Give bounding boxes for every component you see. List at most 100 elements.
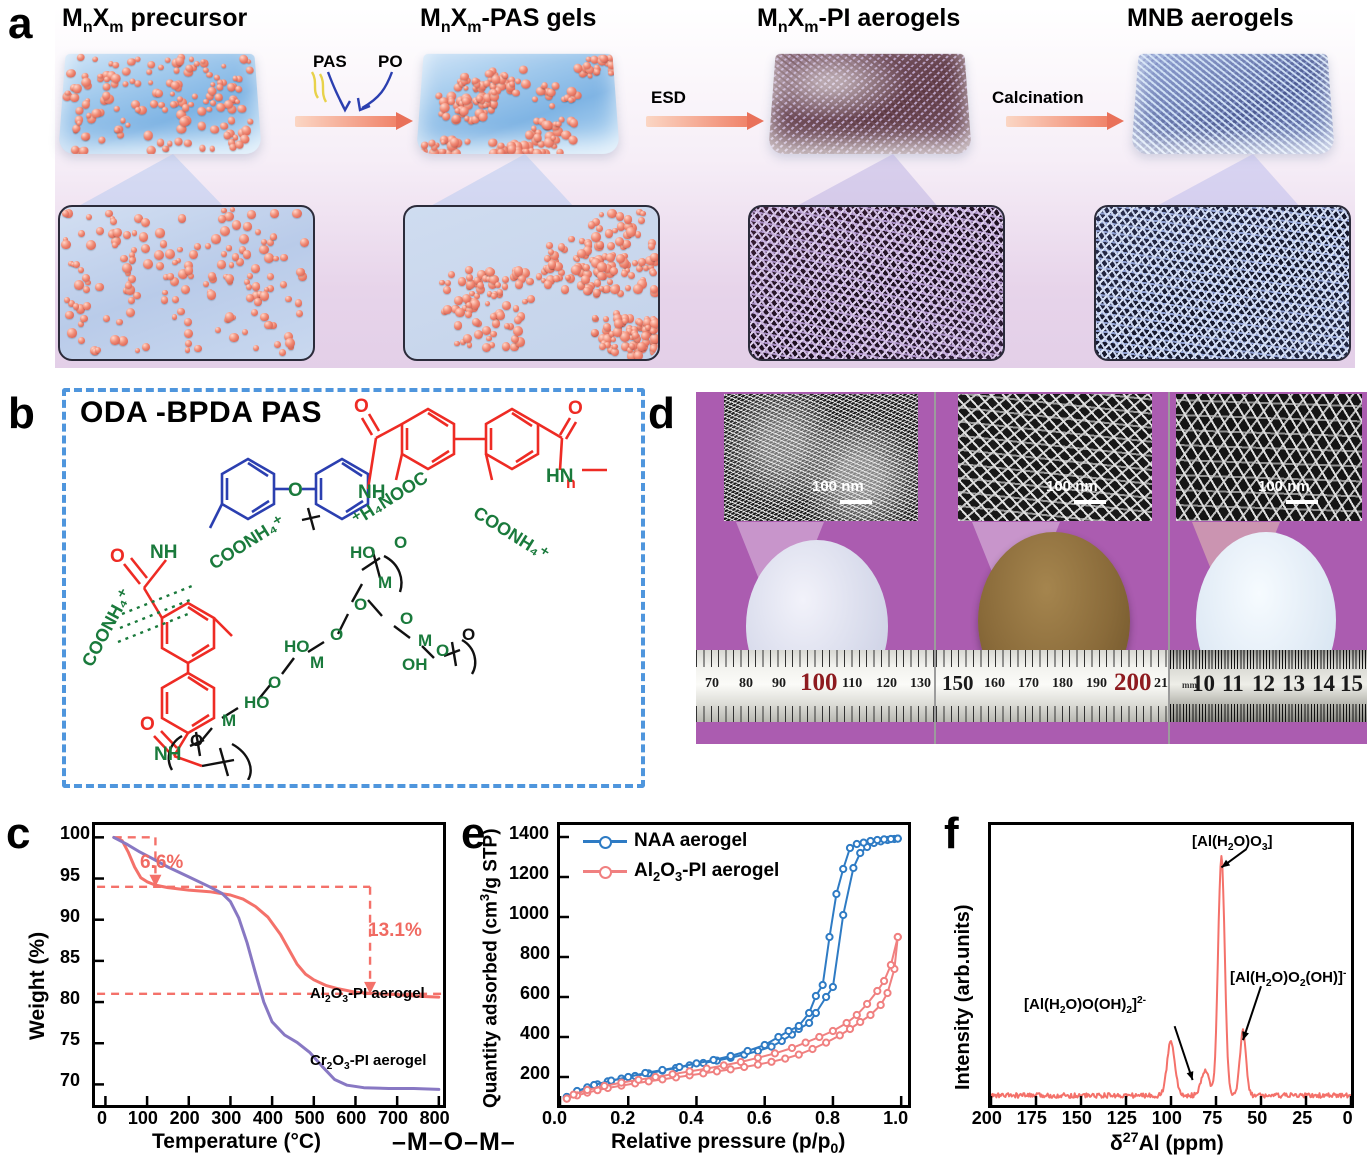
particle-dot	[490, 330, 497, 338]
particle-dot	[223, 131, 232, 140]
panel-d-ruler-1: 70 80 90 100 110 120 130	[696, 650, 934, 722]
particle-dot	[232, 75, 239, 81]
particle-dot	[602, 253, 609, 260]
particle-dot	[616, 289, 624, 297]
particle-dot	[238, 246, 247, 254]
panel-e-legend-item-naa[interactable]: NAA aerogel	[583, 830, 747, 852]
particle-dot	[70, 93, 80, 102]
particle-dot	[614, 236, 624, 246]
svg-text:O: O	[110, 546, 125, 567]
particle-dot	[573, 63, 583, 73]
particle-dot	[138, 232, 149, 242]
particle-dot	[465, 305, 474, 314]
particle-dot	[477, 269, 486, 279]
particle-dot	[459, 338, 466, 346]
particle-dot	[105, 209, 113, 218]
ruler3-num-14: 14	[1312, 671, 1335, 696]
particle-dot	[208, 272, 217, 281]
particle-dot	[273, 255, 279, 262]
particle-dot	[645, 255, 655, 266]
panel-a-cube-mnb-aerogel	[1131, 38, 1335, 158]
particle-dot	[552, 274, 561, 283]
ruler3-num-10: 10	[1192, 671, 1215, 696]
ruler3-unit: mm	[1182, 680, 1197, 690]
particle-dot	[178, 116, 190, 127]
particle-dot	[167, 273, 174, 280]
particle-dot	[172, 314, 178, 320]
particle-dot	[270, 234, 277, 241]
particle-dot	[295, 299, 303, 307]
particle-dot	[613, 310, 621, 318]
particle-dot	[491, 293, 498, 299]
particle-dot	[645, 324, 651, 331]
particle-dot	[224, 273, 235, 284]
particle-dot	[91, 108, 102, 118]
particle-dot	[466, 280, 476, 290]
particle-dot	[568, 135, 578, 146]
particle-dot	[627, 351, 637, 359]
particle-dot	[119, 254, 128, 263]
particle-dot	[80, 314, 88, 323]
particle-dot	[81, 100, 90, 109]
particle-dot	[485, 70, 494, 78]
panel-b-dashed-border	[62, 388, 645, 788]
ruler2-num-180: 180	[1052, 676, 1073, 691]
particle-dot	[475, 284, 486, 295]
particle-dot	[439, 103, 450, 113]
panel-d-photo-3: 100 nm mm 10 11 12 13 14 15	[1170, 392, 1367, 744]
particle-dot	[610, 336, 617, 342]
particle-dot	[575, 256, 581, 263]
particle-dot	[183, 318, 192, 327]
particle-dot	[101, 91, 111, 100]
particle-dot	[193, 61, 200, 67]
panel-d-sem-inset-1: 100 nm	[724, 394, 918, 521]
ruler1-num-120: 120	[876, 676, 897, 691]
panel-c-xtick-200: 200	[169, 1108, 200, 1128]
panel-a-reagent-arrows	[310, 71, 394, 113]
particle-dot	[78, 230, 86, 238]
particle-dot	[531, 95, 539, 103]
particle-dot	[188, 101, 195, 108]
particle-dot	[504, 322, 511, 330]
particle-dot	[447, 98, 455, 105]
particle-dot	[591, 329, 598, 337]
particle-dot	[602, 315, 609, 322]
panel-e-ytick-400: 400	[520, 1023, 551, 1043]
particle-dot	[163, 273, 169, 280]
particle-dot	[496, 310, 505, 320]
panel-f-annotation-al-h2o-o-oh2: [Al(H2O)O(OH)2]2-	[1024, 995, 1147, 1016]
particle-dot	[221, 251, 227, 257]
particle-dot	[481, 342, 492, 353]
particle-dot	[541, 268, 548, 275]
particle-dot	[266, 238, 275, 247]
particle-dot	[635, 231, 642, 238]
panel-a-inset-pi-aerogel	[748, 205, 1005, 361]
particle-dot	[603, 322, 612, 331]
particle-dot	[173, 137, 183, 146]
svg-text:HO: HO	[244, 693, 270, 712]
panel-c-ytick-100: 100	[60, 823, 91, 844]
particle-dot	[609, 331, 615, 338]
particle-dot	[193, 242, 201, 250]
panel-e-xtick-0.8: 0.8	[814, 1108, 840, 1128]
svg-text:O: O	[268, 673, 281, 692]
particle-dot	[611, 227, 618, 234]
particle-dot	[491, 319, 500, 328]
particle-dot	[515, 337, 525, 348]
particle-dot	[598, 212, 604, 218]
particle-dot	[637, 278, 647, 289]
particle-dot	[266, 272, 275, 280]
panel-e-isotherm-chart: e Quantity adsorbed (cm3/g STP) Relative…	[455, 790, 930, 1161]
particle-dot	[465, 274, 473, 282]
particle-dot	[267, 284, 274, 292]
panel-c-ytick-95: 95	[60, 864, 81, 885]
particle-dot	[629, 334, 635, 341]
ruler1-num-80: 80	[739, 676, 753, 691]
svg-text:M: M	[418, 631, 432, 650]
svg-text:O: O	[462, 625, 475, 644]
panel-e-xtick-0.0: 0.0	[542, 1108, 568, 1128]
particle-dot	[229, 333, 239, 343]
ruler1-num-100: 100	[800, 669, 838, 696]
panel-f-plot-area	[988, 822, 1354, 1108]
panel-e-legend-item-al2o3[interactable]: Al2O3-PI aerogel	[583, 860, 779, 884]
